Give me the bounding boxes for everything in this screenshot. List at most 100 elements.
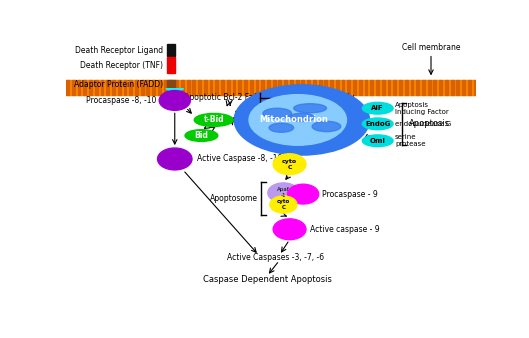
Ellipse shape	[312, 121, 341, 132]
Bar	[457, 80, 459, 95]
Ellipse shape	[185, 130, 218, 141]
Bar	[84, 80, 86, 95]
Bar	[167, 45, 175, 56]
Text: EndoG: EndoG	[365, 121, 390, 127]
Text: t-Bid: t-Bid	[204, 116, 224, 124]
Bar	[66, 80, 69, 95]
Circle shape	[273, 154, 306, 175]
Text: Mitochondrion: Mitochondrion	[259, 116, 328, 124]
Bar	[244, 80, 247, 95]
Text: Apaf
-1: Apaf -1	[277, 187, 290, 198]
Bar	[261, 80, 264, 95]
Ellipse shape	[249, 95, 346, 145]
Bar	[256, 80, 258, 95]
Bar	[296, 80, 298, 95]
Text: serine
protease: serine protease	[395, 134, 425, 147]
Bar	[158, 80, 161, 95]
Bar	[227, 80, 230, 95]
Bar	[163, 80, 167, 95]
Text: cyto
C: cyto C	[282, 159, 297, 170]
Text: cyto
C: cyto C	[277, 199, 290, 210]
Bar	[428, 80, 431, 95]
Bar	[147, 80, 149, 95]
Bar	[382, 80, 385, 95]
Text: Bak: Bak	[236, 123, 251, 132]
Text: Pro-Apoptotic Bcl-2 Family: Pro-Apoptotic Bcl-2 Family	[254, 93, 354, 102]
Bar	[330, 80, 333, 95]
Bar	[439, 80, 442, 95]
Text: Omi: Omi	[370, 138, 386, 144]
Bar	[135, 80, 138, 95]
Bar	[411, 80, 413, 95]
Text: Active Caspase -8, -10: Active Caspase -8, -10	[197, 154, 282, 164]
Bar	[167, 57, 175, 73]
Bar	[473, 80, 477, 95]
Bar	[238, 80, 241, 95]
Bar	[209, 80, 213, 95]
Ellipse shape	[294, 104, 326, 113]
Bar	[313, 80, 316, 95]
Circle shape	[158, 148, 192, 170]
Bar	[376, 80, 379, 95]
Bar	[318, 80, 322, 95]
Bar	[336, 80, 339, 95]
Bar	[307, 80, 310, 95]
Bar	[388, 80, 390, 95]
Bar	[278, 80, 281, 95]
Bar	[359, 80, 362, 95]
Ellipse shape	[289, 113, 314, 121]
Bar	[405, 80, 408, 95]
Polygon shape	[166, 89, 184, 93]
Bar	[422, 80, 425, 95]
Bar	[89, 80, 92, 95]
Text: Apoptosome: Apoptosome	[209, 194, 258, 203]
Bar	[462, 80, 465, 95]
Text: endonuclease G: endonuclease G	[395, 121, 451, 127]
Bar	[468, 80, 471, 95]
Text: Caspase Dependent Apoptosis: Caspase Dependent Apoptosis	[203, 275, 332, 285]
Circle shape	[159, 91, 190, 110]
Text: Adaptor Protein (FADD): Adaptor Protein (FADD)	[74, 80, 163, 89]
Text: Anti-Apoptotic Bcl-2 Family: Anti-Apoptotic Bcl-2 Family	[166, 93, 270, 102]
Bar	[124, 80, 126, 95]
Bar	[290, 80, 293, 95]
Bar	[393, 80, 396, 95]
Bar	[101, 80, 104, 95]
Bar	[416, 80, 419, 95]
Bar	[169, 80, 172, 95]
Text: Active Caspases -3, -7, -6: Active Caspases -3, -7, -6	[226, 254, 324, 262]
Bar	[118, 80, 121, 95]
Bar	[167, 79, 175, 89]
Bar	[141, 80, 143, 95]
Circle shape	[288, 184, 318, 204]
Bar	[370, 80, 373, 95]
Bar	[204, 80, 207, 95]
Text: Procaspase - 9: Procaspase - 9	[322, 190, 378, 199]
Bar	[302, 80, 304, 95]
Text: Bid: Bid	[195, 131, 208, 140]
Bar	[181, 80, 184, 95]
Bar	[273, 80, 276, 95]
Bar	[175, 80, 178, 95]
Bar	[267, 80, 270, 95]
Bar	[324, 80, 327, 95]
Bar	[193, 80, 195, 95]
Bar	[342, 80, 344, 95]
Text: Death Receptor (TNF): Death Receptor (TNF)	[80, 61, 163, 70]
Bar	[433, 80, 436, 95]
Circle shape	[273, 219, 306, 240]
Ellipse shape	[269, 123, 294, 132]
Text: Death Receptor Ligand: Death Receptor Ligand	[75, 46, 163, 55]
Bar	[66, 80, 476, 95]
Bar	[399, 80, 402, 95]
Bar	[451, 80, 453, 95]
Bar	[78, 80, 80, 95]
Ellipse shape	[263, 108, 291, 119]
Bar	[445, 80, 448, 95]
Bar	[353, 80, 356, 95]
Bar	[215, 80, 218, 95]
Text: Bax: Bax	[236, 113, 251, 122]
Bar	[106, 80, 109, 95]
Bar	[284, 80, 287, 95]
Ellipse shape	[194, 114, 233, 126]
